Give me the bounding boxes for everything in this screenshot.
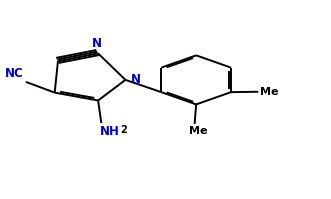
Text: NC: NC xyxy=(4,67,23,80)
Text: NH: NH xyxy=(100,125,119,138)
Text: 2: 2 xyxy=(120,125,127,135)
Text: N: N xyxy=(131,73,141,86)
Text: Me: Me xyxy=(189,126,207,136)
Text: Me: Me xyxy=(260,87,278,97)
Text: N: N xyxy=(91,37,102,50)
